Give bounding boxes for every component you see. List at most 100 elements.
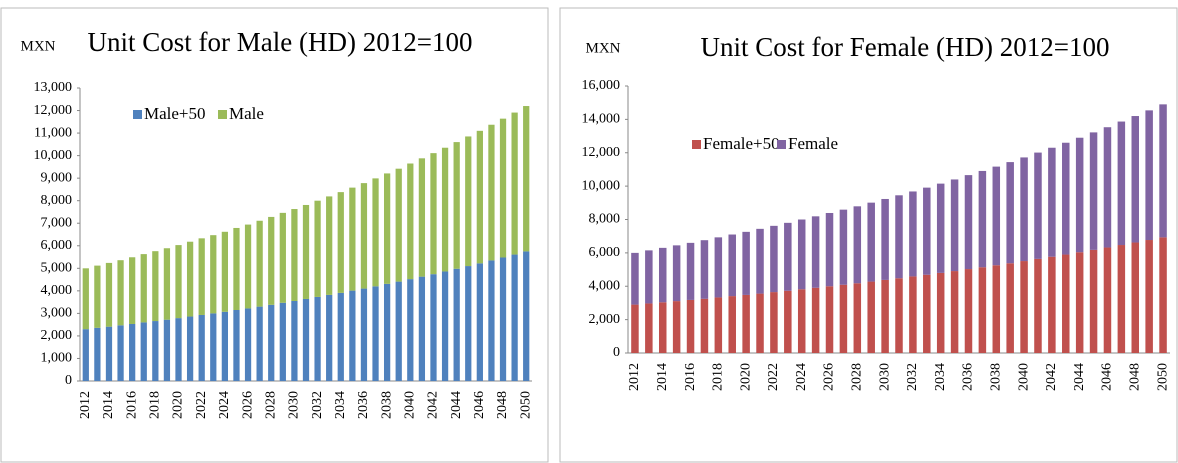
bar-segment [1131,242,1140,353]
bar-segment [1062,254,1070,353]
bar-segment [728,234,736,297]
x-tick-label: 2026 [240,391,255,419]
bar-segment [291,300,298,381]
bar-segment [488,124,495,261]
bar-segment [302,298,310,381]
bar-segment [117,325,124,381]
bar-segment [453,142,460,269]
bar-segment [291,209,298,301]
bar-segment [867,281,875,353]
y-tick-label: 0 [613,345,620,360]
panel-frame [0,7,549,463]
bar-segment [326,196,333,295]
bar-segment [268,304,275,381]
bar-segment [395,281,402,381]
x-tick-label: 2012 [627,363,642,391]
bar-segment [326,294,333,381]
legend-swatch [133,110,142,119]
bar-segment [1089,249,1098,353]
bar-segment [1145,240,1153,353]
bar-segment [268,216,275,305]
bar-segment [94,265,101,328]
bar-segment [1062,142,1070,255]
bar-segment [105,326,113,381]
x-tick-label: 2032 [310,391,325,419]
bar-segment [1034,258,1042,353]
x-tick-label: 2042 [426,391,441,419]
x-tick-label: 2016 [124,391,139,419]
bar-segment [1159,104,1167,238]
y-tick-label: 16,000 [582,78,621,93]
bar-segment [210,235,217,314]
bar-segment [186,241,194,317]
y-tick-label: 2,000 [589,312,621,327]
bar-segment [936,183,945,273]
bar-segment [82,329,89,381]
legend-swatch [692,140,701,149]
bar-segment [175,318,182,381]
legend-label: Female+50 [703,134,780,153]
bar-segment [302,204,310,299]
bar-segment [1075,252,1084,353]
chart-title: Unit Cost for Female (HD) 2012=100 [701,32,1110,62]
x-tick-label: 2026 [822,363,837,391]
bar-segment [418,276,426,381]
bar-segment [418,158,426,277]
bar-segment [233,227,240,311]
y-tick-label: 4,000 [41,283,73,298]
bar-segment [714,237,723,298]
x-tick-label: 2028 [263,391,278,419]
bar-segment [476,263,483,381]
x-tick-label: 2044 [1072,363,1087,391]
bar-segment [1145,110,1153,241]
bar-segment [1117,245,1126,353]
bar-segment [1075,137,1084,253]
x-tick-label: 2046 [1100,363,1115,391]
y-tick-label: 8,000 [41,193,73,208]
x-tick-label: 2038 [379,391,394,419]
y-tick-label: 0 [65,373,72,388]
x-tick-label: 2048 [495,391,510,419]
bar-segment [811,216,820,288]
bar-segment [152,321,159,381]
x-tick-label: 2034 [933,363,948,391]
x-tick-label: 2032 [905,363,920,391]
bar-segment [465,136,472,267]
y-tick-label: 7,000 [41,215,73,230]
y-tick-label: 13,000 [34,80,73,95]
bar-segment [728,296,736,353]
bar-segment [825,286,834,353]
y-tick-label: 11,000 [34,125,72,140]
bar-segment [923,187,931,275]
y-tick-label: 9,000 [41,170,73,185]
bar-segment [465,266,472,381]
bar-segment [923,274,931,353]
bar-segment [686,242,695,300]
y-tick-label: 12,000 [582,145,621,160]
bar-segment [867,202,875,282]
bar-segment [672,301,681,353]
x-tick-label: 2046 [472,391,487,419]
bar-segment [839,284,848,353]
bar-segment [811,287,820,353]
y-tick-label: 12,000 [34,103,73,118]
bar-segment [770,292,778,353]
x-tick-label: 2012 [78,391,93,419]
x-tick-label: 2018 [711,363,726,391]
x-tick-label: 2024 [794,363,809,391]
bar-segment [140,322,147,381]
bar-segment [1089,132,1098,250]
bar-segment [175,245,182,319]
y-tick-label: 10,000 [34,148,73,163]
bar-segment [895,278,903,353]
panel-frame [559,7,1178,463]
bar-segment [797,289,806,353]
bar-segment [950,271,959,353]
bar-segment [383,173,391,284]
x-tick-label: 2022 [194,391,209,419]
bar-segment [756,293,764,353]
bar-segment [881,279,889,353]
bar-segment [430,153,437,275]
legend-label: Male [229,104,264,123]
bar-segment [978,267,987,353]
